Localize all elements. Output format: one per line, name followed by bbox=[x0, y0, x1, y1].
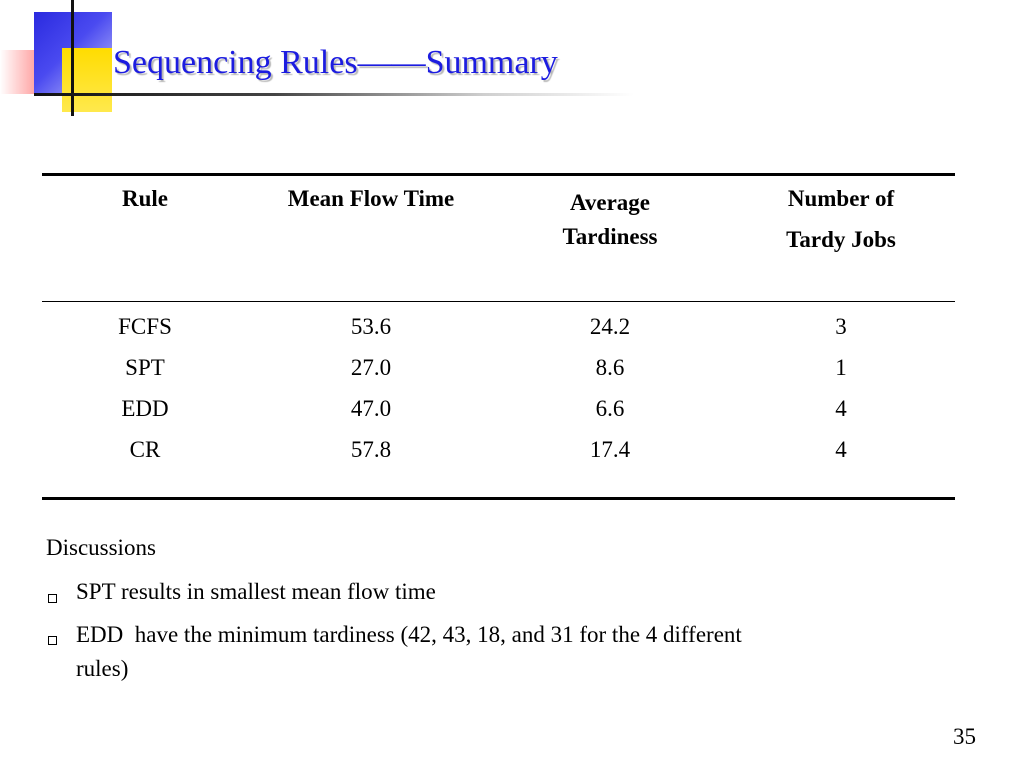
header-tardy-jobs-line1: Number of bbox=[787, 186, 895, 211]
cell-tardy-jobs: 3 bbox=[835, 314, 847, 339]
cell-mean-flow-time: 27.0 bbox=[350, 355, 392, 380]
cell-rule: EDD bbox=[121, 396, 169, 421]
header-average-tardiness-line2: Tardiness bbox=[562, 224, 658, 249]
cell-average-tardiness: 8.6 bbox=[595, 355, 625, 380]
header-tardy-jobs-line2: Tardy Jobs bbox=[786, 227, 896, 252]
header-average-tardiness: Average Tardiness bbox=[562, 186, 657, 254]
table-header-rule bbox=[42, 301, 955, 302]
cell-average-tardiness: 24.2 bbox=[589, 314, 631, 339]
page-number: 35 bbox=[953, 724, 976, 749]
title-underline bbox=[34, 93, 634, 96]
cell-tardy-jobs: 4 bbox=[835, 437, 847, 462]
cell-rule: FCFS bbox=[118, 314, 172, 339]
header-rule: Rule bbox=[122, 186, 168, 211]
decorative-vertical-line bbox=[71, 0, 74, 116]
cell-rule: CR bbox=[129, 437, 161, 462]
discussion-heading: Discussions bbox=[46, 535, 156, 560]
table-bottom-rule bbox=[42, 497, 955, 500]
cell-mean-flow-time: 57.8 bbox=[350, 437, 392, 462]
bullet-line: EDD have the minimum tardiness (42, 43, … bbox=[76, 622, 742, 647]
discussion-bullet-text: EDD have the minimum tardiness (42, 43, … bbox=[76, 618, 956, 686]
decorative-yellow-square bbox=[62, 48, 112, 112]
square-bullet-icon bbox=[48, 594, 57, 603]
cell-tardy-jobs: 4 bbox=[835, 396, 847, 421]
bullet-line: rules) bbox=[76, 656, 129, 681]
cell-average-tardiness: 6.6 bbox=[595, 396, 625, 421]
header-tardy-jobs: Number of Tardy Jobs bbox=[786, 186, 896, 268]
square-bullet-icon bbox=[48, 636, 57, 645]
header-average-tardiness-line1: Average bbox=[569, 190, 651, 215]
cell-average-tardiness: 17.4 bbox=[589, 437, 631, 462]
table-top-rule bbox=[42, 173, 955, 176]
cell-mean-flow-time: 53.6 bbox=[350, 314, 392, 339]
discussion-bullet-text: SPT results in smallest mean flow time bbox=[76, 575, 436, 609]
slide-title: Sequencing Rules——Summary bbox=[113, 44, 558, 81]
header-mean-flow-time: Mean Flow Time bbox=[287, 186, 455, 211]
cell-rule: SPT bbox=[125, 355, 165, 380]
cell-mean-flow-time: 47.0 bbox=[350, 396, 392, 421]
bullet-line: SPT results in smallest mean flow time bbox=[76, 579, 436, 604]
cell-tardy-jobs: 1 bbox=[835, 355, 847, 380]
